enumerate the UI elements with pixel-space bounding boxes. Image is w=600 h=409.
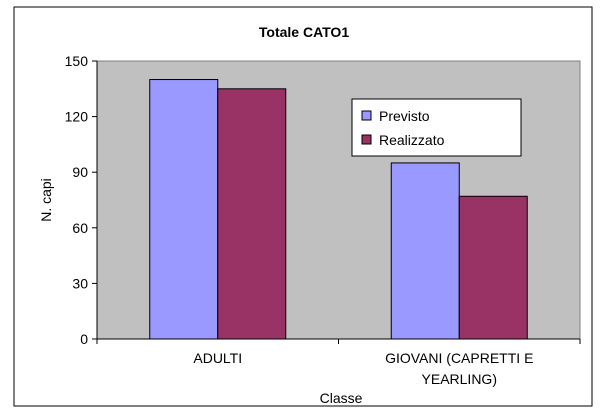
- y-tick-label: 120: [65, 109, 89, 125]
- x-tick-label: YEARLING): [422, 371, 497, 387]
- y-tick-label: 90: [72, 164, 88, 180]
- legend-label-previsto: Previsto: [379, 108, 430, 124]
- legend-box: [351, 98, 522, 157]
- y-tick-label: 0: [80, 331, 88, 347]
- x-tick-label: GIOVANI (CAPRETTI E: [385, 350, 533, 366]
- legend-swatch-realizzato: [361, 134, 372, 145]
- plot-area: 0 30 60 90 120 150 ADULTI GIOVANI (CAPRETTI E YE…: [65, 53, 581, 387]
- y-tick-label: 150: [65, 53, 89, 69]
- legend-label-realizzato: Realizzato: [379, 132, 445, 148]
- legend-swatch-previsto: [361, 110, 372, 121]
- y-tick-label: 60: [72, 220, 88, 236]
- x-tick-label: ADULTI: [193, 350, 242, 366]
- x-axis-label: Classe: [320, 390, 363, 406]
- chart-title: Totale CATO1: [259, 24, 349, 40]
- y-tick-label: 30: [72, 275, 88, 291]
- bar-previsto-1: [149, 79, 219, 340]
- bar-previsto-2: [390, 162, 460, 340]
- y-axis-label: N. capi: [38, 178, 54, 222]
- bar-realizzato-1: [217, 88, 287, 340]
- bar-realizzato-2: [458, 195, 528, 340]
